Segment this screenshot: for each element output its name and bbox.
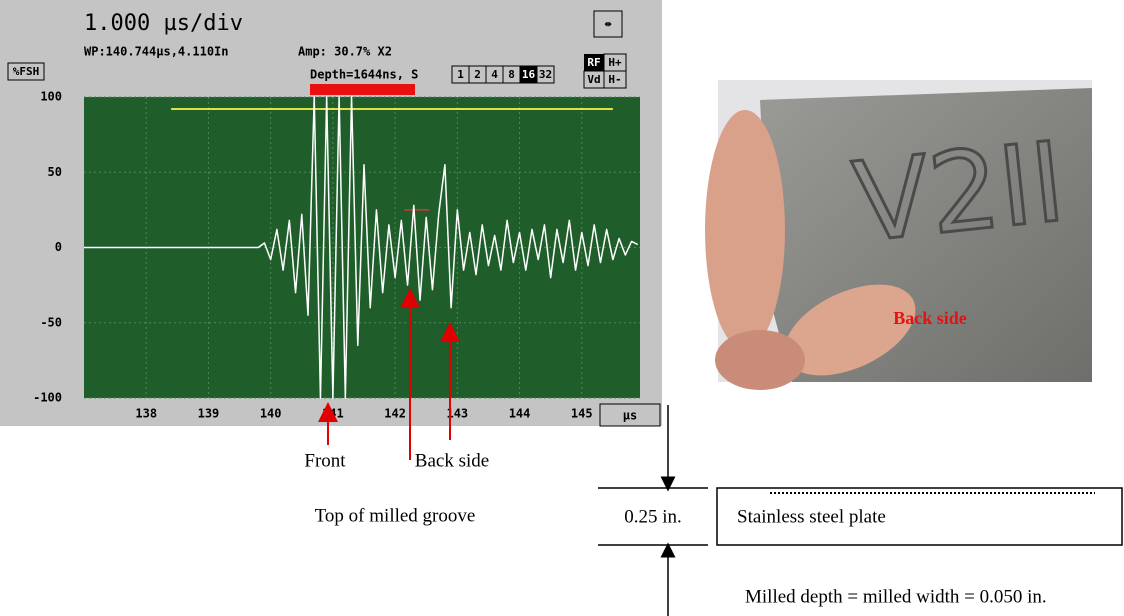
x-tick-label: 139 (198, 407, 220, 421)
thickness-label: 0.25 in. (624, 506, 682, 527)
rf-label: RF (587, 56, 600, 69)
annotation: Back side (415, 450, 489, 471)
vd-label: Vd (587, 73, 600, 86)
y-tick-label: 100 (40, 90, 62, 104)
x-tick-label: 142 (384, 407, 406, 421)
scale-button-label: 32 (539, 68, 552, 81)
status-amp: Amp: 30.7% X2 (298, 45, 392, 59)
diagram: 0.25 in. Stainless steel plate Milled de… (598, 405, 1122, 616)
y-tick-label: -50 (40, 315, 62, 329)
status-wp: WP:140.744µs,4.110In (84, 45, 229, 59)
fsh-label: %FSH (13, 65, 40, 78)
x-tick-label: 141 (322, 407, 344, 421)
x-unit: µs (623, 409, 637, 423)
scale-button-label: 8 (508, 68, 515, 81)
figure: 1.000 µs/div WP:140.744µs,4.110In Amp: 3… (0, 0, 1124, 616)
x-tick-label: 144 (509, 407, 531, 421)
scale-button-label: 1 (457, 68, 464, 81)
hplus-label: H+ (608, 56, 622, 69)
depth-gate-bar (310, 84, 415, 95)
status-depth: Depth=1644ns, S (310, 68, 418, 82)
hminus-label: H- (608, 73, 621, 86)
y-tick-label: -100 (33, 391, 62, 405)
annotation: Front (304, 450, 346, 471)
x-tick-label: 140 (260, 407, 282, 421)
plate-label: Stainless steel plate (737, 506, 886, 527)
expand-glyph: ⇹ (604, 17, 611, 31)
note: Milled depth = milled width = 0.050 in. (745, 586, 1047, 607)
scale-button-label: 16 (522, 68, 536, 81)
engraving: V2II (848, 118, 1070, 267)
scale-button-label: 4 (491, 68, 498, 81)
chart-title: 1.000 µs/div (84, 11, 243, 36)
y-tick-label: 50 (48, 165, 62, 179)
y-tick-label: 0 (55, 240, 62, 254)
x-tick-label: 145 (571, 407, 593, 421)
x-tick-label: 138 (135, 407, 157, 421)
photo: V2II Back side (705, 80, 1092, 394)
annotation: Top of milled groove (315, 505, 476, 526)
scale-button-label: 2 (474, 68, 481, 81)
photo-label: Back side (893, 308, 967, 328)
